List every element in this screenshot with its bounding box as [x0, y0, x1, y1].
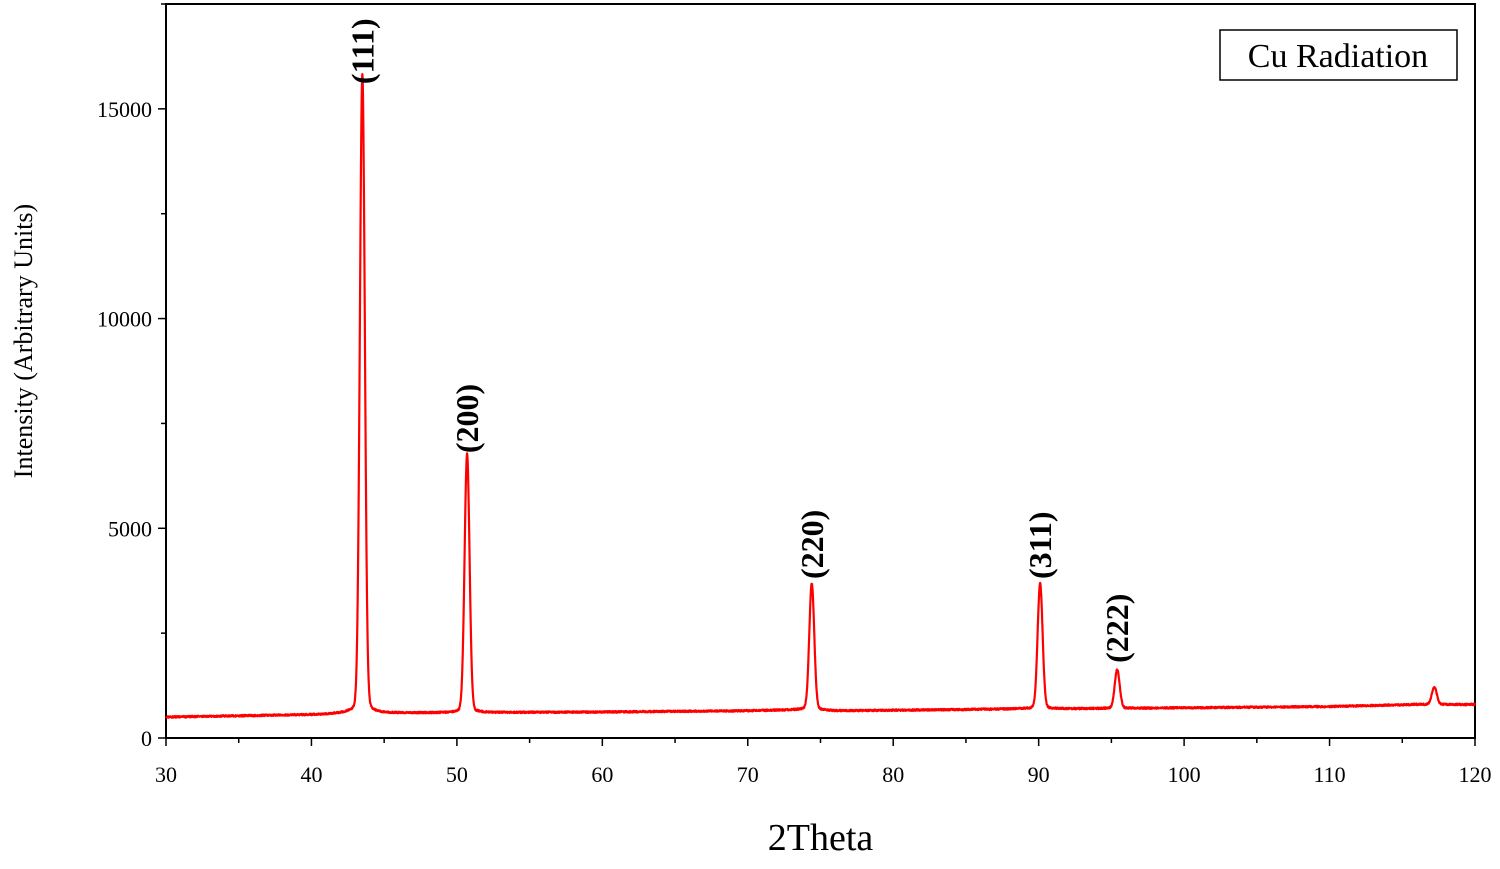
y-axis-ticks: 0 5000 10000 15000	[97, 3, 166, 751]
legend-frame	[1219, 29, 1458, 81]
peak-label: (200)	[449, 384, 485, 453]
x-tick-label: 120	[1459, 762, 1492, 787]
peak-label: (111)	[344, 18, 380, 84]
x-tick-label: 100	[1168, 762, 1201, 787]
y-tick-label: 0	[141, 726, 152, 751]
peak-label: (222)	[1099, 594, 1135, 663]
peak-label: (220)	[794, 510, 830, 579]
peak-labels: (111) (200) (220) (311) (222)	[344, 18, 1135, 663]
y-axis-title: Intensity (Arbitrary Units)	[9, 204, 38, 478]
peak-label: (311)	[1022, 511, 1058, 579]
x-axis-ticks: 30 40 50 60 70 80 90 100 110 120	[155, 738, 1492, 787]
x-axis-title: 2Theta	[768, 817, 874, 859]
y-tick-label: 10000	[97, 307, 152, 332]
intensity-series-line	[165, 72, 1477, 719]
y-tick-label: 15000	[97, 97, 152, 122]
x-tick-label: 30	[155, 762, 177, 787]
y-tick-label: 5000	[108, 516, 152, 541]
x-tick-label: 50	[446, 762, 468, 787]
x-tick-label: 60	[591, 762, 613, 787]
x-tick-label: 70	[737, 762, 759, 787]
legend-label: Cu Radiation	[1248, 38, 1428, 75]
x-tick-label: 40	[300, 762, 322, 787]
x-tick-label: 80	[882, 762, 904, 787]
x-tick-label: 90	[1028, 762, 1050, 787]
legend-box: Cu Radiation	[1219, 29, 1458, 81]
x-tick-label: 110	[1313, 762, 1345, 787]
